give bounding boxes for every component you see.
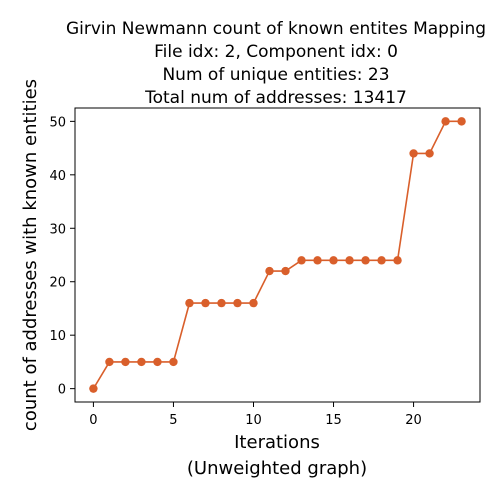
y-axis-label-text: count of addresses with known entities [20,79,41,431]
data-point [137,357,146,367]
plot-area [74,107,481,403]
y-tick-label: 0 [58,383,66,398]
data-point [217,298,226,308]
x-axis-label: Iterations (Unweighted graph) [187,432,367,479]
x-axis-label-line: Iterations [234,432,320,453]
x-axis-label-line: (Unweighted graph) [187,458,367,479]
x-tick-label: 5 [169,413,177,428]
chart-title-line: Num of unique entities: 23 [162,65,389,85]
data-point [233,298,242,308]
data-point [121,357,130,367]
data-point [297,256,306,265]
data-point [249,298,258,308]
data-point [89,384,98,393]
y-axis: 0 10 20 30 40 50 [49,115,75,398]
data-point [361,256,370,265]
data-point [425,149,434,158]
data-point [377,256,386,265]
x-tick-label: 20 [405,413,422,428]
chart-title-line: Total num of addresses: 13417 [144,88,407,108]
y-tick-label: 40 [49,169,66,184]
data-point [105,357,114,367]
data-point [329,256,338,265]
data-point [153,357,162,367]
data-point [265,266,274,276]
y-tick-label: 50 [49,115,66,130]
data-point [393,256,402,265]
y-tick-label: 20 [49,276,66,291]
data-point [345,256,354,265]
series-line [92,120,462,390]
data-point [281,266,290,276]
data-point [313,256,322,265]
data-point [409,149,418,158]
data-series [89,117,466,393]
y-axis-label: count of addresses with known entities [20,79,41,431]
y-tick-label: 30 [49,222,66,237]
x-tick-label: 0 [89,413,97,428]
data-point [441,117,450,126]
chart-title-line: Girvin Newmann count of known entites Ma… [66,19,486,39]
x-axis: 0 5 10 15 20 [89,402,422,428]
chart-title: Girvin Newmann count of known entites Ma… [66,19,486,108]
x-tick-label: 10 [245,413,262,428]
data-point [201,298,210,308]
x-tick-label: 15 [325,413,342,428]
data-point [457,117,466,126]
data-point [169,357,178,367]
y-tick-label: 10 [49,329,66,344]
chart-title-line: File idx: 2, Component idx: 0 [154,42,398,62]
data-point [185,298,194,308]
